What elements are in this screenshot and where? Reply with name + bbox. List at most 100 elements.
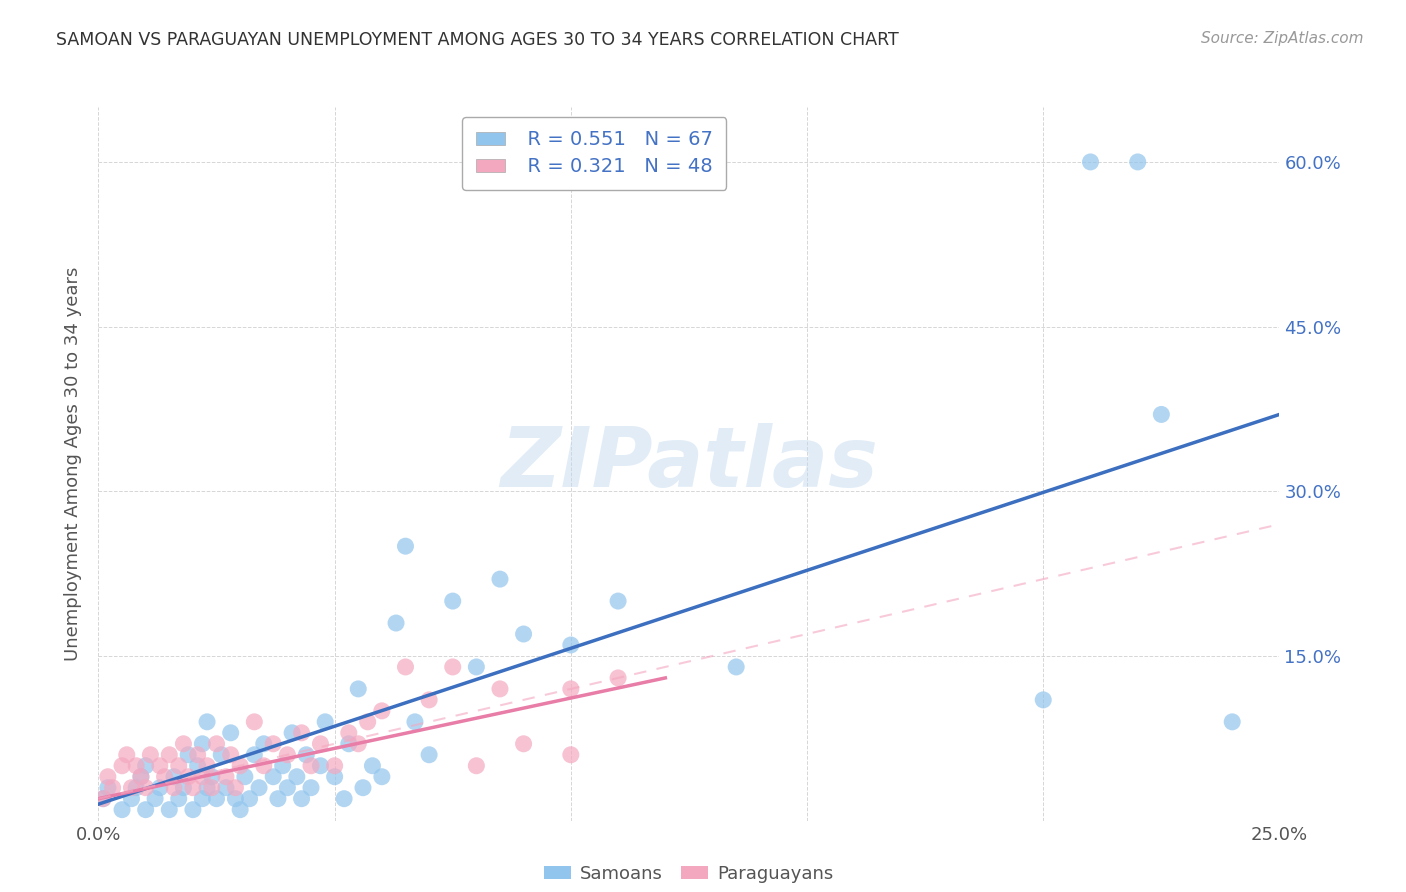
Point: [177, 747, 200, 762]
Point: [135, 758, 157, 772]
Point: [333, 791, 356, 805]
Point: [149, 758, 172, 772]
Point: [347, 737, 370, 751]
Point: [607, 671, 630, 685]
Point: [560, 638, 582, 652]
Point: [299, 780, 322, 795]
Point: [195, 780, 218, 795]
Text: ZIPatlas: ZIPatlas: [501, 424, 877, 504]
Point: [465, 758, 488, 772]
Point: [201, 780, 224, 795]
Point: [271, 758, 294, 772]
Point: [201, 770, 224, 784]
Point: [101, 780, 124, 795]
Point: [309, 737, 332, 751]
Point: [404, 714, 426, 729]
Point: [290, 726, 312, 740]
Point: [337, 737, 360, 751]
Point: [121, 791, 143, 805]
Point: [323, 758, 346, 772]
Point: [209, 747, 232, 762]
Point: [129, 770, 152, 784]
Point: [253, 737, 276, 751]
Point: [229, 758, 252, 772]
Point: [512, 737, 534, 751]
Point: [91, 791, 114, 805]
Point: [1032, 693, 1054, 707]
Point: [97, 780, 120, 795]
Point: [125, 780, 148, 795]
Point: [135, 803, 157, 817]
Text: Source: ZipAtlas.com: Source: ZipAtlas.com: [1201, 31, 1364, 46]
Point: [172, 780, 194, 795]
Point: [243, 714, 266, 729]
Point: [309, 758, 332, 772]
Point: [1080, 155, 1102, 169]
Point: [163, 770, 186, 784]
Point: [385, 615, 408, 630]
Point: [352, 780, 374, 795]
Point: [149, 780, 172, 795]
Point: [167, 791, 190, 805]
Point: [253, 758, 276, 772]
Point: [181, 780, 204, 795]
Point: [97, 770, 120, 784]
Point: [560, 681, 582, 696]
Legend: Samoans, Paraguayans: Samoans, Paraguayans: [537, 858, 841, 890]
Point: [191, 737, 214, 751]
Point: [465, 660, 488, 674]
Point: [143, 791, 166, 805]
Point: [394, 539, 416, 553]
Point: [121, 780, 143, 795]
Point: [418, 693, 440, 707]
Point: [512, 627, 534, 641]
Point: [181, 803, 204, 817]
Point: [347, 681, 370, 696]
Point: [191, 770, 214, 784]
Point: [267, 791, 290, 805]
Point: [276, 780, 298, 795]
Point: [418, 747, 440, 762]
Point: [1150, 408, 1173, 422]
Point: [276, 747, 298, 762]
Point: [285, 770, 308, 784]
Point: [281, 726, 304, 740]
Point: [219, 747, 242, 762]
Point: [247, 780, 270, 795]
Point: [135, 780, 157, 795]
Point: [290, 791, 312, 805]
Point: [125, 758, 148, 772]
Point: [177, 770, 200, 784]
Point: [187, 747, 209, 762]
Point: [139, 747, 162, 762]
Point: [167, 758, 190, 772]
Point: [224, 791, 246, 805]
Point: [295, 747, 318, 762]
Point: [205, 791, 228, 805]
Point: [1126, 155, 1149, 169]
Point: [191, 791, 214, 805]
Point: [205, 737, 228, 751]
Point: [323, 770, 346, 784]
Point: [187, 758, 209, 772]
Point: [394, 660, 416, 674]
Point: [219, 726, 242, 740]
Point: [195, 758, 218, 772]
Point: [215, 770, 238, 784]
Point: [357, 714, 380, 729]
Point: [229, 803, 252, 817]
Point: [157, 803, 180, 817]
Point: [371, 704, 394, 718]
Point: [233, 770, 256, 784]
Point: [361, 758, 384, 772]
Point: [441, 660, 464, 674]
Point: [489, 572, 512, 586]
Point: [215, 780, 238, 795]
Point: [224, 780, 246, 795]
Point: [153, 770, 176, 784]
Point: [337, 726, 360, 740]
Point: [115, 747, 138, 762]
Text: SAMOAN VS PARAGUAYAN UNEMPLOYMENT AMONG AGES 30 TO 34 YEARS CORRELATION CHART: SAMOAN VS PARAGUAYAN UNEMPLOYMENT AMONG …: [56, 31, 898, 49]
Point: [239, 791, 262, 805]
Point: [129, 770, 152, 784]
